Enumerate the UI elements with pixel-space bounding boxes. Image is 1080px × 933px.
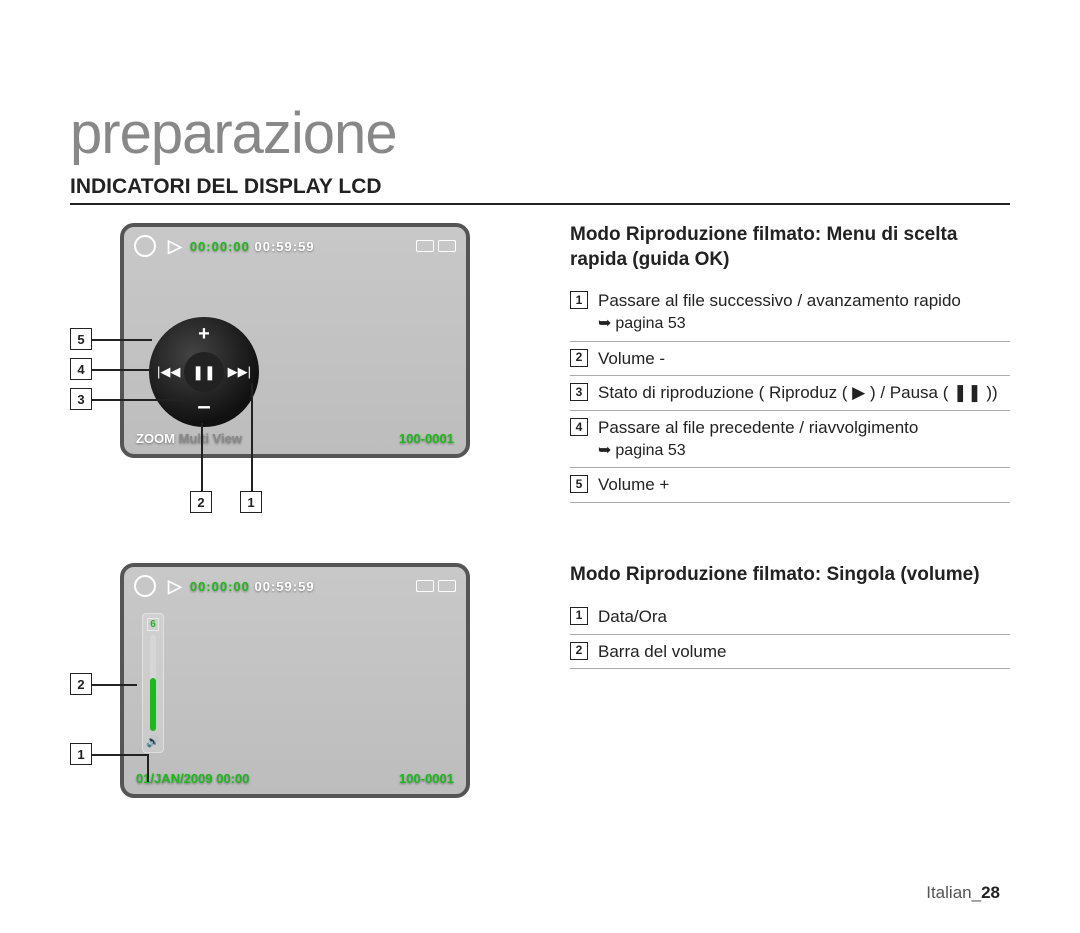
time-total: 00:59:59 bbox=[255, 579, 315, 594]
item-text: Passare al file successivo / avanzamento… bbox=[598, 289, 961, 335]
prev-icon: |◀◀ bbox=[157, 364, 180, 380]
battery-icon bbox=[438, 240, 456, 252]
zoom-label-group: ZOOM Multi View bbox=[136, 431, 242, 446]
num-box: 5 bbox=[570, 475, 588, 493]
item-label: Volume - bbox=[598, 347, 665, 371]
page-ref: pagina 53 bbox=[598, 440, 918, 462]
file-number: 100-0001 bbox=[399, 771, 454, 786]
speaker-icon: 🔊 bbox=[146, 735, 160, 748]
callout-1: 1 bbox=[240, 491, 262, 513]
callout-3: 3 bbox=[70, 388, 92, 410]
callout-2b: 2 bbox=[70, 673, 92, 695]
item-label: Volume + bbox=[598, 473, 669, 497]
volume-bar: 6 🔊 bbox=[142, 613, 164, 753]
num-box: 2 bbox=[570, 642, 588, 660]
play-icon: ▷ bbox=[168, 576, 182, 597]
lcd1-time: 00:00:00 00:59:59 bbox=[190, 239, 315, 254]
section1-diagram: ▷ 00:00:00 00:59:59 + |◀◀ ❚❚ ▶▶| – bbox=[70, 223, 540, 458]
time-total: 00:59:59 bbox=[255, 239, 315, 254]
card-icon bbox=[416, 240, 434, 252]
list-item: 4 Passare al file precedente / riavvolgi… bbox=[570, 411, 1010, 468]
item-text: Passare al file precedente / riavvolgime… bbox=[598, 416, 918, 462]
lcd-screen-2: ▷ 00:00:00 00:59:59 6 🔊 01/JAN/2009 00:0… bbox=[120, 563, 470, 798]
multiview-label: Multi View bbox=[179, 431, 242, 446]
status-icons bbox=[416, 240, 456, 252]
callout-line bbox=[92, 339, 152, 341]
num-box: 1 bbox=[570, 607, 588, 625]
play-icon: ▷ bbox=[168, 236, 182, 257]
lcd1-bottombar: ZOOM Multi View 100-0001 bbox=[136, 431, 454, 446]
time-elapsed: 00:00:00 bbox=[190, 239, 250, 254]
volume-track bbox=[150, 635, 156, 731]
page-footer: Italian_28 bbox=[926, 883, 1000, 903]
lcd2-topbar: ▷ 00:00:00 00:59:59 bbox=[134, 575, 456, 597]
section1-text: Modo Riproduzione filmato: Menu di scelt… bbox=[540, 223, 1010, 503]
list-item: 2 Volume - bbox=[570, 342, 1010, 377]
section2-list: 1 Data/Ora 2 Barra del volume bbox=[570, 600, 1010, 670]
time-elapsed: 00:00:00 bbox=[190, 579, 250, 594]
pause-icon: ❚❚ bbox=[184, 352, 224, 392]
list-item: 5 Volume + bbox=[570, 468, 1010, 503]
item-label: Passare al file successivo / avanzamento… bbox=[598, 291, 961, 310]
callout-4: 4 bbox=[70, 358, 92, 380]
list-item: 1 Data/Ora bbox=[570, 600, 1010, 635]
card-icon bbox=[416, 580, 434, 592]
list-item: 1 Passare al file successivo / avanzamen… bbox=[570, 284, 1010, 341]
num-box: 2 bbox=[570, 349, 588, 367]
list-item: 3 Stato di riproduzione ( Riproduz ( ▶ )… bbox=[570, 376, 1010, 411]
lcd1-topbar: ▷ 00:00:00 00:59:59 bbox=[134, 235, 456, 257]
callout-line bbox=[251, 383, 253, 491]
section2-diagram: ▷ 00:00:00 00:59:59 6 🔊 01/JAN/2009 00:0… bbox=[70, 563, 540, 798]
section-2: ▷ 00:00:00 00:59:59 6 🔊 01/JAN/2009 00:0… bbox=[70, 563, 1010, 798]
section2-text: Modo Riproduzione filmato: Singola (volu… bbox=[540, 563, 1010, 669]
status-icons bbox=[416, 580, 456, 592]
vol-plus-icon: + bbox=[198, 323, 210, 346]
lcd2-time: 00:00:00 00:59:59 bbox=[190, 579, 315, 594]
footer-page: 28 bbox=[981, 883, 1000, 902]
section2-heading: Modo Riproduzione filmato: Singola (volu… bbox=[570, 563, 1010, 588]
page-subtitle: INDICATORI DEL DISPLAY LCD bbox=[70, 175, 1010, 205]
section1-heading: Modo Riproduzione filmato: Menu di scelt… bbox=[570, 223, 1010, 272]
callout-line bbox=[92, 754, 147, 756]
footer-lang: Italian bbox=[926, 883, 971, 902]
item-label: Data/Ora bbox=[598, 605, 667, 629]
num-box: 1 bbox=[570, 291, 588, 309]
vol-minus-icon: – bbox=[197, 393, 210, 421]
item-label: Barra del volume bbox=[598, 640, 727, 664]
page-title: preparazione bbox=[70, 100, 1010, 167]
num-box: 3 bbox=[570, 383, 588, 401]
datetime-label: 01/JAN/2009 00:00 bbox=[136, 771, 249, 786]
lcd-screen-1: ▷ 00:00:00 00:59:59 + |◀◀ ❚❚ ▶▶| – bbox=[120, 223, 470, 458]
reel-icon bbox=[134, 235, 156, 257]
file-number: 100-0001 bbox=[399, 431, 454, 446]
callout-1b: 1 bbox=[70, 743, 92, 765]
callout-2: 2 bbox=[190, 491, 212, 513]
callout-5: 5 bbox=[70, 328, 92, 350]
lcd2-bottombar: 01/JAN/2009 00:00 100-0001 bbox=[136, 771, 454, 786]
zoom-label: ZOOM bbox=[136, 431, 175, 446]
battery-icon bbox=[438, 580, 456, 592]
page-ref: pagina 53 bbox=[598, 313, 961, 335]
section1-list: 1 Passare al file successivo / avanzamen… bbox=[570, 284, 1010, 503]
callout-line bbox=[201, 423, 203, 491]
volume-fill bbox=[150, 678, 156, 731]
list-item: 2 Barra del volume bbox=[570, 635, 1010, 670]
item-label: Stato di riproduzione ( Riproduz ( ▶ ) /… bbox=[598, 381, 998, 405]
section-1: ▷ 00:00:00 00:59:59 + |◀◀ ❚❚ ▶▶| – bbox=[70, 223, 1010, 503]
callout-line bbox=[92, 369, 152, 371]
item-label: Passare al file precedente / riavvolgime… bbox=[598, 418, 918, 437]
volume-level: 6 bbox=[147, 618, 159, 631]
control-disc: + |◀◀ ❚❚ ▶▶| – bbox=[149, 317, 259, 427]
callout-line bbox=[92, 399, 187, 401]
num-box: 4 bbox=[570, 418, 588, 436]
callout-line bbox=[92, 684, 137, 686]
next-icon: ▶▶| bbox=[228, 364, 251, 380]
callout-line bbox=[147, 754, 149, 782]
reel-icon bbox=[134, 575, 156, 597]
